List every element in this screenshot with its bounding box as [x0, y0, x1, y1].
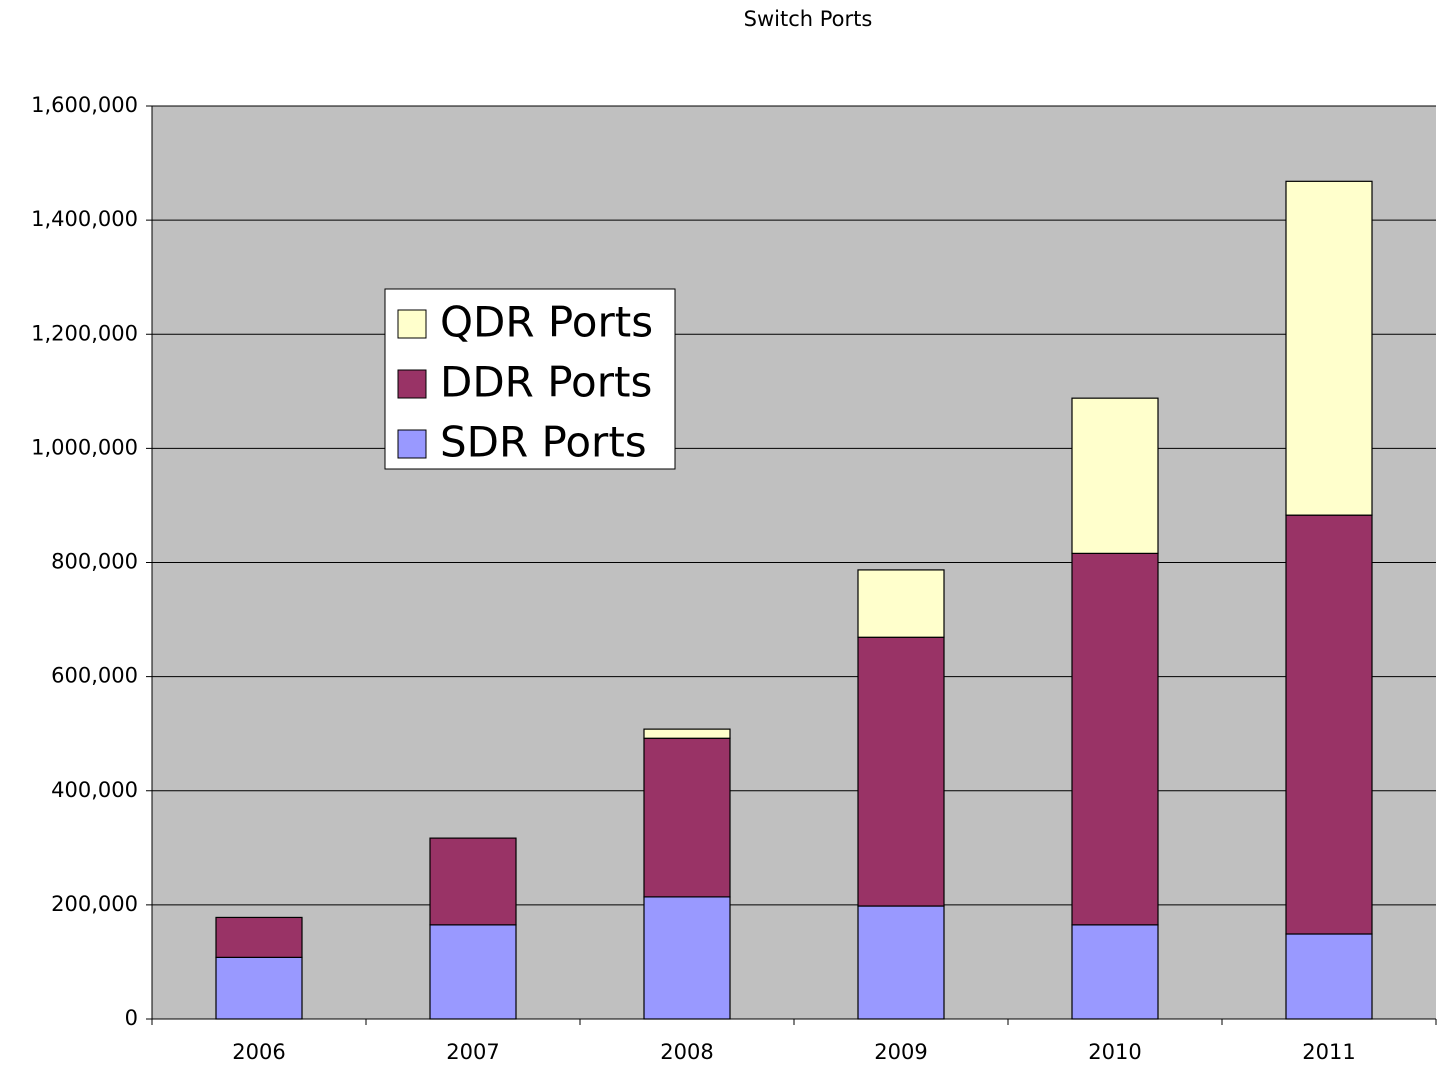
y-tick-label: 1,200,000 [31, 321, 138, 345]
legend-swatch [397, 369, 427, 399]
bar-segment [429, 837, 517, 926]
x-tick-label: 2010 [1088, 1040, 1141, 1064]
bar-segment [1285, 933, 1373, 1020]
bar-segment [643, 728, 731, 739]
legend-label: QDR Ports [440, 298, 653, 347]
bar-segment [643, 737, 731, 898]
bar-segment [1285, 514, 1373, 935]
y-tick-label: 800,000 [51, 550, 138, 574]
y-tick-label: 600,000 [51, 664, 138, 688]
bar-segment [643, 896, 731, 1020]
bar-segment [215, 916, 303, 958]
x-tick-label: 2008 [660, 1040, 713, 1064]
y-tick-label: 200,000 [51, 892, 138, 916]
legend-label: DDR Ports [440, 358, 652, 407]
bar-segment [857, 636, 945, 907]
x-tick-label: 2007 [446, 1040, 499, 1064]
x-tick-label: 2009 [874, 1040, 927, 1064]
y-tick-label: 1,400,000 [31, 207, 138, 231]
bar-segment [1071, 397, 1159, 554]
x-tick-label: 2011 [1302, 1040, 1355, 1064]
bar-segment [429, 924, 517, 1020]
bar-segment [215, 956, 303, 1020]
y-tick-label: 1,000,000 [31, 435, 138, 459]
legend-swatch [397, 429, 427, 459]
bar-segment [857, 569, 945, 638]
chart-title: Switch Ports [744, 7, 873, 31]
legend-swatch [397, 309, 427, 339]
y-tick-label: 0 [125, 1006, 138, 1030]
bar-segment [1285, 180, 1373, 516]
legend-label: SDR Ports [440, 418, 647, 467]
legend-box [384, 288, 676, 470]
legend: SDR Ports DDR Ports QDR Ports [384, 288, 676, 470]
bar-segment [1071, 924, 1159, 1020]
bar-segment [1071, 552, 1159, 926]
bar-segment [857, 905, 945, 1020]
y-tick-label: 1,600,000 [31, 93, 138, 117]
y-tick-label: 400,000 [51, 778, 138, 802]
x-tick-label: 2006 [232, 1040, 285, 1064]
